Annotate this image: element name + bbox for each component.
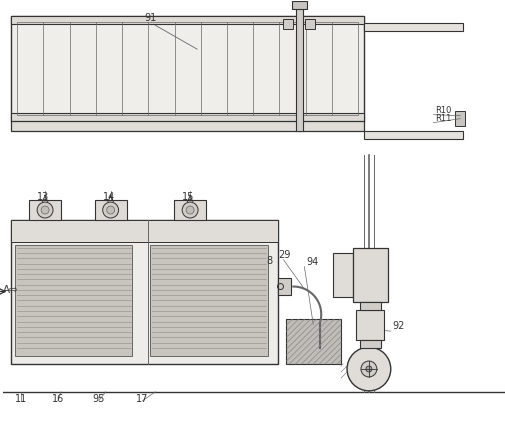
Bar	[360, 340, 381, 348]
Text: R10: R10	[435, 106, 452, 115]
Text: A⇨: A⇨	[4, 285, 19, 295]
Bar	[353, 248, 388, 302]
Bar	[15, 245, 132, 356]
Bar	[11, 16, 364, 24]
Bar	[356, 310, 384, 340]
Text: 8: 8	[267, 256, 273, 266]
Text: R11: R11	[435, 114, 452, 123]
Circle shape	[107, 206, 115, 214]
Circle shape	[182, 202, 198, 218]
Circle shape	[41, 206, 49, 214]
Text: 15: 15	[182, 192, 194, 202]
Bar	[296, 1, 304, 131]
Bar	[333, 253, 353, 297]
Circle shape	[361, 361, 377, 377]
Bar	[360, 302, 381, 310]
Circle shape	[347, 347, 391, 391]
Bar	[95, 200, 127, 220]
Text: 17: 17	[136, 394, 148, 404]
Bar	[292, 1, 308, 10]
Circle shape	[366, 366, 372, 372]
Bar	[29, 200, 61, 220]
Bar	[286, 319, 341, 364]
Text: 16: 16	[52, 394, 64, 404]
Text: 29: 29	[279, 250, 291, 260]
Bar	[364, 131, 463, 138]
Text: 14: 14	[103, 192, 115, 202]
Bar	[11, 113, 364, 123]
Bar	[306, 20, 315, 29]
Bar	[11, 220, 278, 364]
Bar	[17, 22, 358, 115]
Bar	[11, 121, 364, 131]
Bar	[456, 111, 465, 125]
Text: 13: 13	[37, 192, 49, 202]
Bar	[283, 20, 293, 29]
Text: 11: 11	[15, 394, 27, 404]
Bar	[278, 278, 291, 296]
Circle shape	[37, 202, 53, 218]
Text: 91: 91	[144, 13, 157, 23]
Circle shape	[186, 206, 194, 214]
Circle shape	[103, 202, 119, 218]
Bar	[11, 220, 278, 242]
Text: 95: 95	[92, 394, 105, 404]
Text: 92: 92	[393, 321, 405, 331]
Bar	[11, 16, 364, 121]
Bar	[364, 23, 463, 31]
Bar	[150, 245, 268, 356]
Bar	[174, 200, 206, 220]
Text: 94: 94	[307, 256, 319, 266]
